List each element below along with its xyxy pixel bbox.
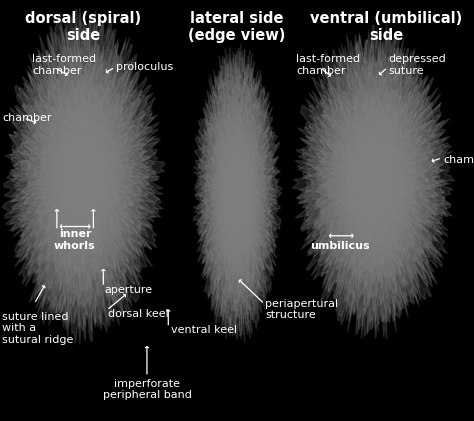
Polygon shape — [337, 106, 413, 256]
Text: ventral keel: ventral keel — [171, 325, 237, 336]
Polygon shape — [319, 74, 430, 289]
Text: dorsal keel: dorsal keel — [108, 309, 169, 319]
Text: chamber: chamber — [2, 113, 52, 123]
Text: last-formed
chamber: last-formed chamber — [296, 54, 360, 76]
Polygon shape — [27, 62, 139, 292]
Text: chamber: chamber — [443, 155, 474, 165]
Polygon shape — [10, 26, 156, 326]
Polygon shape — [292, 24, 455, 339]
Polygon shape — [362, 157, 387, 205]
Polygon shape — [204, 83, 270, 304]
Polygon shape — [58, 124, 108, 229]
Polygon shape — [71, 151, 95, 202]
Polygon shape — [323, 82, 426, 279]
Polygon shape — [230, 171, 244, 217]
Text: last-formed
chamber: last-formed chamber — [32, 54, 96, 76]
Text: suture lined
with a
sutural ridge: suture lined with a sutural ridge — [2, 312, 74, 345]
Text: dorsal (spiral)
side: dorsal (spiral) side — [25, 11, 141, 43]
Polygon shape — [223, 147, 251, 240]
Text: proloculus: proloculus — [116, 62, 173, 72]
Polygon shape — [327, 89, 420, 273]
Polygon shape — [20, 45, 148, 309]
Polygon shape — [32, 71, 134, 282]
Polygon shape — [297, 30, 451, 332]
Polygon shape — [45, 97, 121, 256]
Polygon shape — [341, 115, 409, 246]
Polygon shape — [14, 35, 151, 318]
Text: lateral side
(edge view): lateral side (edge view) — [188, 11, 286, 43]
Polygon shape — [214, 115, 260, 271]
Polygon shape — [332, 99, 417, 264]
Polygon shape — [345, 124, 404, 239]
Text: imperforate
peripheral band: imperforate peripheral band — [102, 378, 191, 400]
Polygon shape — [200, 68, 274, 319]
Text: aperture: aperture — [104, 285, 153, 296]
Polygon shape — [366, 165, 383, 197]
Polygon shape — [301, 40, 447, 323]
Polygon shape — [226, 155, 248, 232]
Polygon shape — [233, 179, 241, 208]
Polygon shape — [210, 99, 265, 288]
Polygon shape — [75, 160, 91, 194]
Polygon shape — [53, 115, 113, 237]
Polygon shape — [357, 148, 392, 213]
Polygon shape — [219, 131, 255, 256]
Polygon shape — [207, 93, 267, 295]
Polygon shape — [193, 45, 282, 342]
Polygon shape — [2, 8, 164, 345]
Polygon shape — [195, 52, 279, 336]
Polygon shape — [220, 139, 253, 249]
Text: inner
whorls: inner whorls — [54, 229, 96, 251]
Polygon shape — [314, 64, 435, 298]
Polygon shape — [353, 140, 395, 222]
Text: depressed
suture: depressed suture — [389, 54, 447, 76]
Polygon shape — [198, 63, 276, 325]
Polygon shape — [216, 123, 258, 264]
Polygon shape — [62, 133, 104, 220]
Polygon shape — [349, 132, 400, 231]
Text: umbilicus: umbilicus — [310, 241, 370, 251]
Polygon shape — [228, 163, 246, 224]
Text: ventral (umbilical)
side: ventral (umbilical) side — [310, 11, 463, 43]
Text: periapertural
structure: periapertural structure — [265, 298, 338, 320]
Polygon shape — [201, 75, 272, 311]
Polygon shape — [23, 53, 142, 298]
Polygon shape — [312, 55, 439, 306]
Polygon shape — [7, 18, 160, 332]
Polygon shape — [306, 51, 443, 314]
Polygon shape — [66, 142, 100, 211]
Polygon shape — [211, 107, 262, 278]
Polygon shape — [36, 80, 129, 274]
Polygon shape — [49, 107, 117, 247]
Polygon shape — [40, 89, 126, 264]
